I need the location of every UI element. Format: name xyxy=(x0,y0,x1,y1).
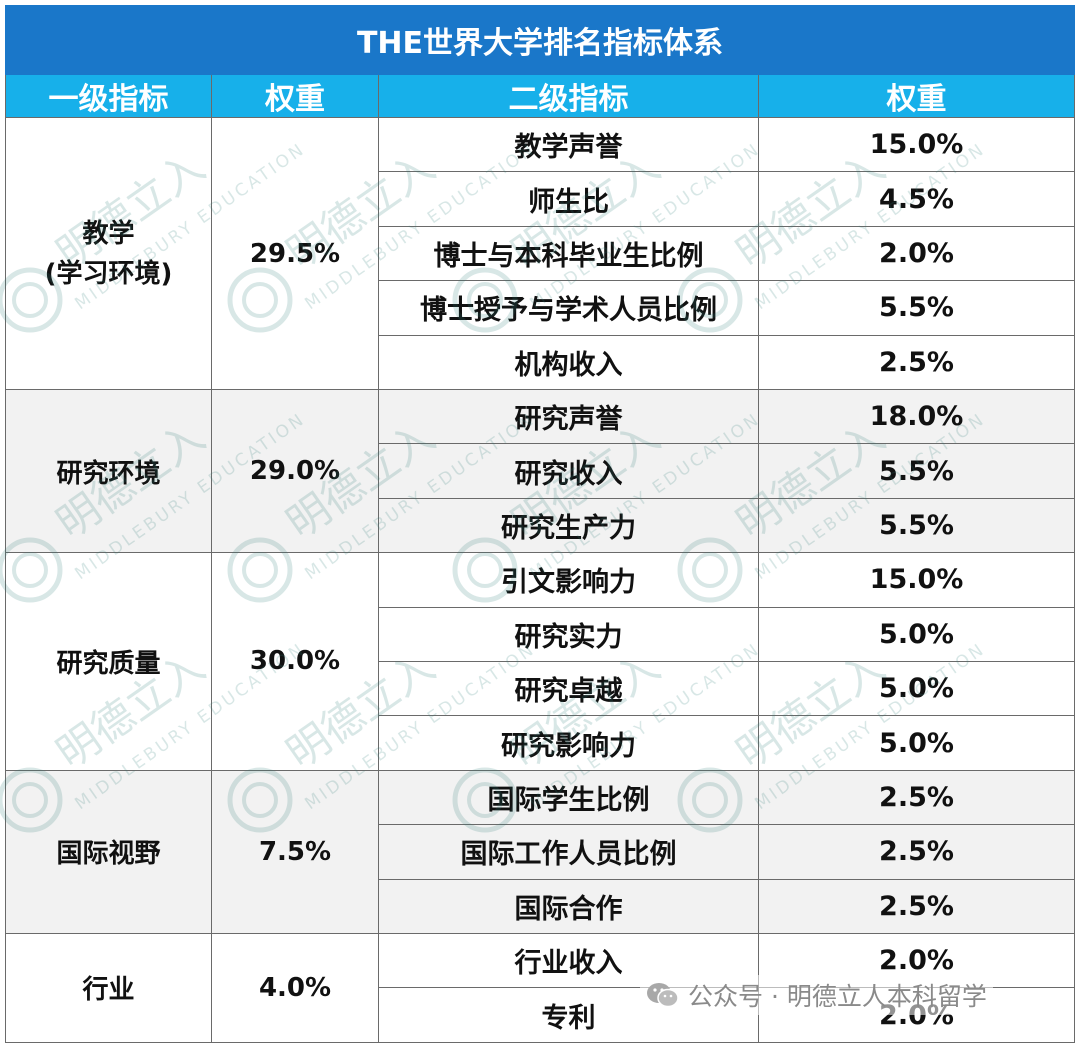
level2-weight-cell: 18.0% xyxy=(759,390,1075,445)
level2-weight-cell: 5.5% xyxy=(759,498,1075,554)
level2-weight-cell: 5.0% xyxy=(759,716,1075,771)
level2-cell: 研究影响力 xyxy=(379,716,759,771)
wechat-icon xyxy=(647,983,679,1008)
level2-weight-cell: 2.5% xyxy=(759,770,1075,826)
level2-cell: 研究生产力 xyxy=(379,498,759,554)
level2-cell: 博士授予与学术人员比例 xyxy=(379,281,759,336)
level2-cell: 博士与本科毕业生比例 xyxy=(379,226,759,282)
level2-cell: 师生比 xyxy=(379,172,759,227)
header-weight2: 权重 xyxy=(759,75,1075,118)
level2-cell: 国际工作人员比例 xyxy=(379,825,759,880)
level2-weight-cell: 5.0% xyxy=(759,662,1075,717)
level2-cell: 机构收入 xyxy=(379,335,759,390)
level1-cell: 研究环境 xyxy=(5,390,212,554)
level2-cell: 引文影响力 xyxy=(379,553,759,608)
level2-weight-cell: 5.5% xyxy=(759,281,1075,336)
indicator-table: 一级指标 权重 二级指标 权重 教学 (学习环境) 29.5% 教学声誉 15.0% 师… xyxy=(5,75,1075,1043)
level2-weight-cell: 5.0% xyxy=(759,607,1075,662)
level2-cell: 教学声誉 xyxy=(379,118,759,173)
level2-cell: 行业收入 xyxy=(379,934,759,989)
table-title: THE世界大学排名指标体系 xyxy=(5,5,1075,75)
footer-text: 公众号 · 明德立人本科留学 xyxy=(688,982,987,1011)
level1-weight-cell: 29.5% xyxy=(212,118,379,390)
level2-weight-cell: 15.0% xyxy=(759,118,1075,173)
level2-weight-cell: 2.5% xyxy=(759,879,1075,934)
level2-weight-cell: 5.5% xyxy=(759,444,1075,499)
level1-weight-cell: 29.0% xyxy=(212,390,379,554)
level2-cell: 研究实力 xyxy=(379,607,759,662)
level2-cell: 研究卓越 xyxy=(379,662,759,717)
level2-weight-cell: 2.5% xyxy=(759,335,1075,390)
level2-cell: 国际学生比例 xyxy=(379,770,759,826)
level1-cell: 教学 (学习环境) xyxy=(5,118,212,390)
level2-weight-cell: 4.5% xyxy=(759,172,1075,227)
level1-cell: 行业 xyxy=(5,934,212,1043)
header-level1: 一级指标 xyxy=(5,75,212,118)
level1-weight-cell: 7.5% xyxy=(212,770,379,934)
level1-weight-cell: 30.0% xyxy=(212,553,379,771)
level2-weight-cell: 15.0% xyxy=(759,553,1075,608)
level2-weight-cell: 2.5% xyxy=(759,825,1075,880)
level1-cell: 国际视野 xyxy=(5,770,212,934)
level2-weight-cell: 2.0% xyxy=(759,226,1075,282)
level2-cell: 国际合作 xyxy=(379,879,759,934)
level1-weight-cell: 4.0% xyxy=(212,934,379,1043)
level1-cell: 研究质量 xyxy=(5,553,212,771)
level2-cell: 研究声誉 xyxy=(379,390,759,445)
footer-tag: 公众号 · 明德立人本科留学 xyxy=(640,975,993,1015)
level2-cell: 研究收入 xyxy=(379,444,759,499)
header-weight1: 权重 xyxy=(212,75,379,118)
header-level2: 二级指标 xyxy=(379,75,759,118)
